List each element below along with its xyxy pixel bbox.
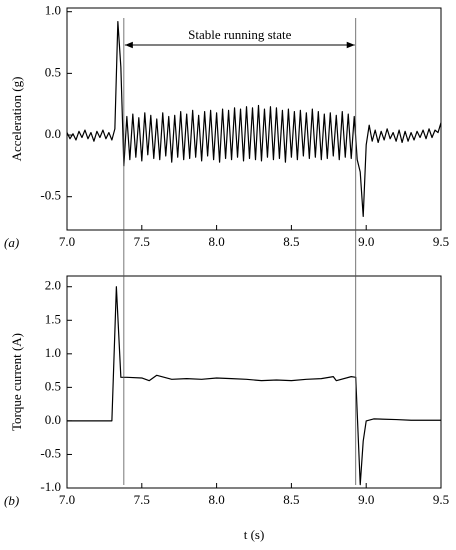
y-tick-label: -1.0	[40, 479, 61, 494]
x-tick-label: 9.5	[433, 492, 449, 507]
y-tick-label: 0.5	[45, 64, 61, 79]
x-tick-label: 7.5	[134, 234, 150, 249]
signal-line	[66, 20, 442, 218]
x-tick-label: 7.0	[59, 492, 75, 507]
panel-label: (a)	[4, 235, 19, 250]
x-tick-label: 8.5	[283, 234, 299, 249]
y-tick-label: 0.0	[45, 126, 61, 141]
y-tick-label: 2.0	[45, 278, 61, 293]
x-tick-label: 8.5	[283, 492, 299, 507]
plot-frame	[66, 275, 442, 489]
annotation-text: Stable running state	[188, 27, 291, 42]
y-axis-label: Torque current (A)	[9, 333, 24, 431]
x-tick-label: 7.0	[59, 234, 75, 249]
x-tick-label: 8.0	[208, 492, 224, 507]
y-tick-label: -0.5	[40, 445, 61, 460]
y-tick-label: 1.5	[45, 311, 61, 326]
plot-frame	[66, 7, 442, 231]
x-axis-label: t (s)	[244, 527, 265, 542]
x-tick-label: 8.0	[208, 234, 224, 249]
y-tick-label: 0.5	[45, 378, 61, 393]
y-tick-label: 0.0	[45, 412, 61, 427]
panel-label: (b)	[4, 493, 19, 508]
x-tick-label: 9.0	[358, 234, 374, 249]
y-axis-label: Acceleration (g)	[9, 77, 24, 162]
signal-line	[67, 286, 441, 486]
y-tick-label: 1.0	[45, 3, 61, 18]
x-tick-label: 9.0	[358, 492, 374, 507]
x-tick-label: 9.5	[433, 234, 449, 249]
y-tick-label: 1.0	[45, 345, 61, 360]
annotation-bg	[171, 29, 308, 43]
x-tick-label: 7.5	[134, 492, 150, 507]
y-tick-label: -0.5	[40, 188, 61, 203]
